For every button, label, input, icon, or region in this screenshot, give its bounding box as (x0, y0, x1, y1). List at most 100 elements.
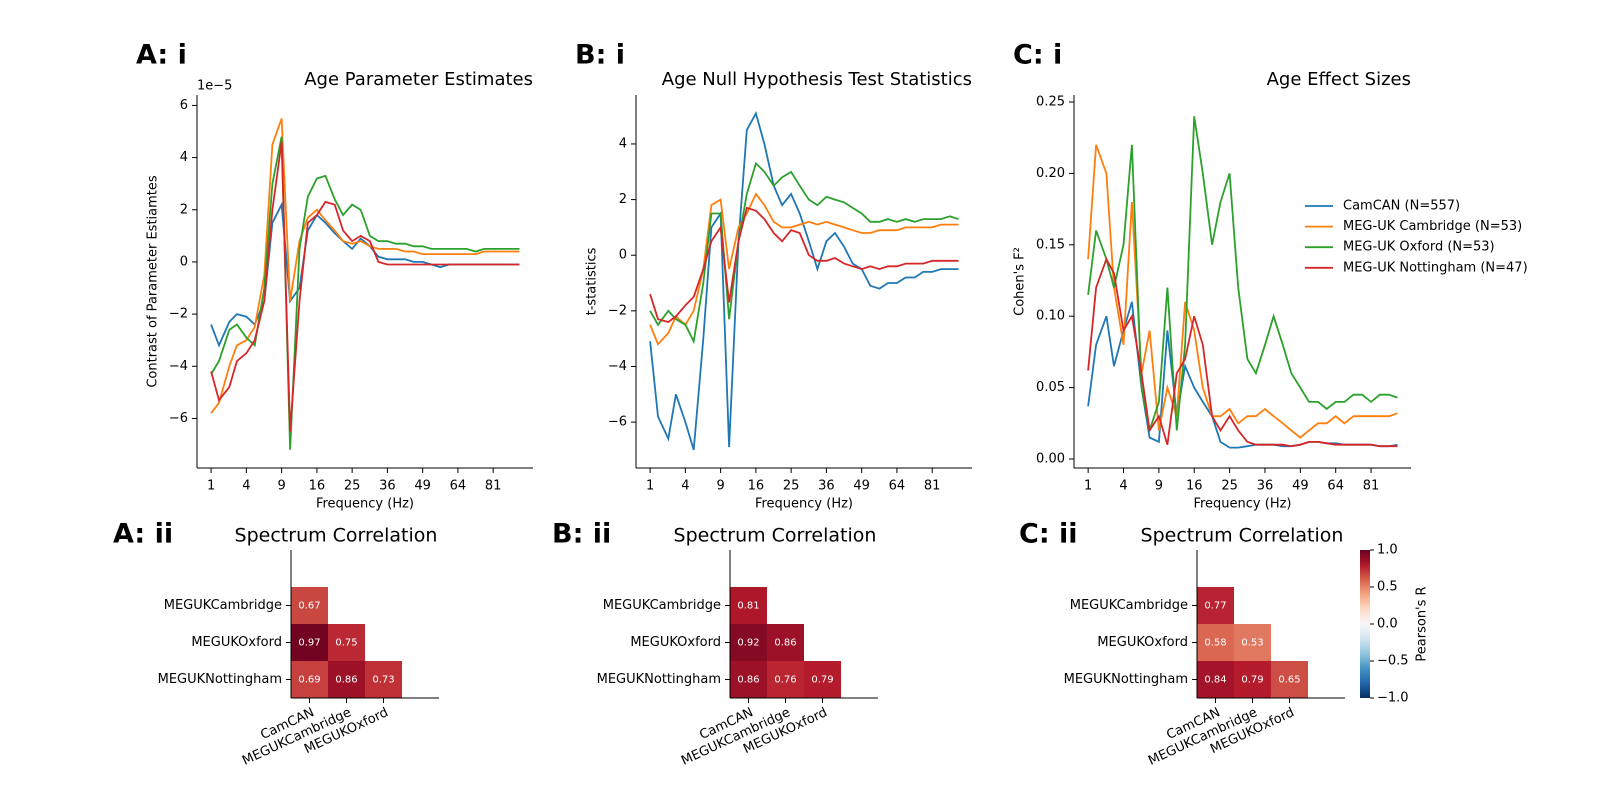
heatmap-cell (804, 661, 841, 698)
y-tick-label: 0.00 (1036, 452, 1065, 467)
cell-label: 0.97 (298, 638, 320, 649)
y-tick-label: −2 (608, 303, 627, 318)
y-tick-label: MEGUKNottingham (1064, 672, 1188, 687)
x-tick-label: 9 (716, 479, 724, 494)
heatmap-cell (1197, 587, 1234, 624)
heatmap-cell (1197, 624, 1234, 661)
y-tick-label: MEGUKCambridge (164, 598, 282, 613)
x-tick-label: 16 (748, 479, 765, 494)
cell-label: 0.69 (298, 675, 320, 686)
cell-label: 0.84 (1204, 675, 1226, 686)
heatmap-cell (1271, 661, 1308, 698)
y-tick-label: MEGUKCambridge (603, 598, 721, 613)
y-tick-label: MEGUKNottingham (158, 672, 282, 687)
y-offset-label: 1e−5 (197, 79, 232, 94)
colorbar-tick-label: 1.0 (1377, 543, 1398, 558)
chart-title: Spectrum Correlation (235, 525, 438, 547)
colorbar-tick-label: 0.0 (1377, 617, 1398, 632)
cell-label: 0.53 (1241, 638, 1263, 649)
y-tick-label: MEGUKCambridge (1070, 598, 1188, 613)
legend-label: CamCAN (N=557) (1343, 199, 1460, 214)
x-tick-label: 49 (853, 479, 870, 494)
y-tick-label: 4 (619, 136, 627, 151)
colorbar-tick-label: −1.0 (1377, 691, 1409, 706)
heatmap-cell (1234, 661, 1271, 698)
series-line (1087, 256, 1398, 448)
cell-label: 0.92 (737, 638, 759, 649)
y-tick-label: 0.25 (1036, 94, 1065, 109)
x-tick-label: 9 (1155, 479, 1163, 494)
x-tick-label: 64 (450, 479, 467, 494)
heatmap-cell (730, 587, 767, 624)
x-tick-label: 49 (1292, 479, 1309, 494)
x-tick-label: 4 (1119, 479, 1127, 494)
heatmap-cell (291, 624, 328, 661)
colorbar-tick-label: 0.5 (1377, 580, 1398, 595)
heatmap-cell (767, 624, 804, 661)
cell-label: 0.81 (737, 601, 759, 612)
colorbar (1360, 550, 1370, 698)
heatmap-cell (1234, 624, 1271, 661)
y-tick-label: MEGUKOxford (630, 635, 721, 650)
series-line (210, 118, 520, 414)
y-tick-label: 2 (180, 202, 188, 217)
x-tick-label: 1 (207, 479, 215, 494)
series-line (649, 161, 959, 345)
chart-title: Spectrum Correlation (1141, 525, 1344, 547)
series-line (210, 136, 520, 450)
x-tick-label: 36 (379, 479, 396, 494)
x-tick-label: 81 (485, 479, 502, 494)
x-axis-label: Frequency (Hz) (755, 497, 853, 512)
y-tick-label: 0.20 (1036, 166, 1065, 181)
x-tick-label: 1 (1084, 479, 1092, 494)
heatmap-cell (291, 661, 328, 698)
chart-title: Age Null Hypothesis Test Statistics (662, 69, 972, 90)
panel-label: C: i (1013, 40, 1062, 71)
x-tick-label: 25 (783, 479, 800, 494)
x-tick-label: 16 (309, 479, 326, 494)
x-tick-label: 25 (344, 479, 361, 494)
series-line (1087, 116, 1398, 431)
series-line (649, 111, 959, 451)
cell-label: 0.58 (1204, 638, 1226, 649)
y-tick-label: 4 (180, 150, 188, 165)
heatmap-cell (730, 661, 767, 698)
x-tick-label: 81 (1363, 479, 1380, 494)
heatmap-cell (767, 661, 804, 698)
x-tick-label: 16 (1186, 479, 1203, 494)
cell-label: 0.73 (372, 675, 394, 686)
y-tick-label: 0.10 (1036, 309, 1065, 324)
legend-label: MEG-UK Cambridge (N=53) (1343, 219, 1522, 234)
panel-label: A: ii (113, 519, 173, 550)
y-axis-label: Cohen's F² (1013, 247, 1028, 316)
colorbar-tick-label: −0.5 (1377, 654, 1409, 669)
colorbar-label: Pearson's R (1415, 586, 1430, 661)
y-tick-label: −6 (169, 411, 188, 426)
cell-label: 0.86 (737, 675, 759, 686)
cell-label: 0.67 (298, 601, 320, 612)
x-tick-label: 64 (889, 479, 906, 494)
y-tick-label: 6 (180, 98, 188, 113)
legend-label: MEG-UK Nottingham (N=47) (1343, 260, 1528, 275)
panel-label: B: i (575, 40, 625, 71)
cell-label: 0.86 (335, 675, 357, 686)
x-tick-label: 36 (1257, 479, 1274, 494)
cell-label: 0.65 (1278, 675, 1300, 686)
y-axis-label: t-statistics (585, 247, 600, 315)
y-tick-label: −4 (608, 359, 627, 374)
y-tick-label: −6 (608, 415, 627, 430)
y-tick-label: MEGUKNottingham (597, 672, 721, 687)
panel-label: C: ii (1019, 519, 1078, 550)
cell-label: 0.77 (1204, 601, 1226, 612)
x-axis-label: Frequency (Hz) (1193, 497, 1291, 512)
panel-label: A: i (136, 40, 187, 71)
x-tick-label: 9 (277, 479, 285, 494)
cell-label: 0.86 (774, 638, 796, 649)
cell-label: 0.75 (335, 638, 357, 649)
heatmap-cell (1197, 661, 1234, 698)
y-tick-label: −2 (169, 307, 188, 322)
x-axis-label: Frequency (Hz) (316, 497, 414, 512)
y-axis-label: Contrast of Parameter Estiamtes (146, 175, 161, 388)
